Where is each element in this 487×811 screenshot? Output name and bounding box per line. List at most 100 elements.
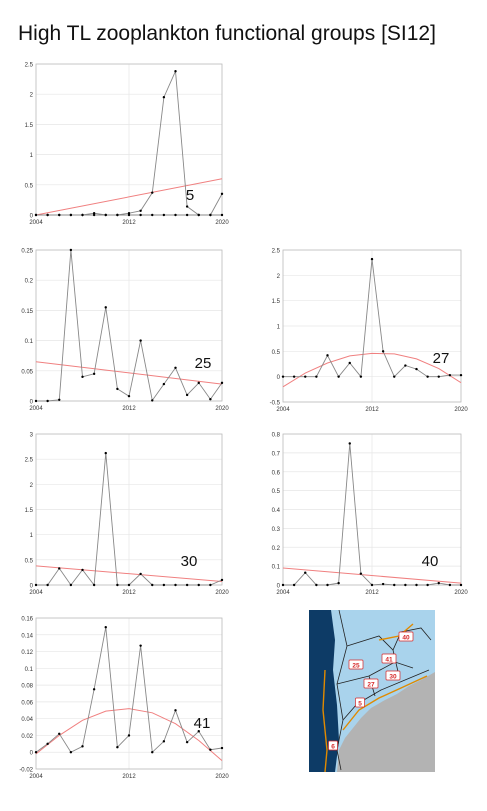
data-point	[34, 399, 38, 403]
map-region-label: 6	[331, 744, 335, 751]
y-tick-label: 0.5	[272, 350, 281, 356]
data-point	[34, 213, 38, 217]
trend-line	[35, 565, 223, 582]
x-tick-label: 2020	[215, 220, 229, 226]
y-tick-label: 0.14	[21, 633, 33, 639]
data-point	[220, 213, 224, 217]
chart-40: 0 0.1 0.2 0.3 0.4 0.5 0.6 0.7 0.8 2004 2012 2020 40	[272, 433, 469, 597]
panel-label: 25	[195, 355, 212, 372]
data-point	[34, 583, 38, 587]
y-tick-label: 0.3	[272, 527, 281, 533]
data-point	[220, 746, 224, 750]
panel-label: 40	[422, 553, 439, 570]
data-point	[337, 581, 340, 585]
data-point	[359, 375, 363, 378]
map-region-label: 27	[367, 682, 375, 689]
y-tick-label: 0.04	[21, 717, 33, 723]
data-point	[292, 375, 296, 378]
data-point	[104, 451, 107, 455]
data-point	[139, 572, 142, 576]
data-point	[174, 366, 177, 369]
y-tick-label: 1	[30, 153, 34, 159]
data-point	[58, 213, 61, 217]
data-point	[151, 751, 154, 754]
data-point	[162, 583, 166, 587]
data-point	[281, 375, 285, 378]
x-tick-label: 2004	[29, 590, 43, 596]
x-tick-label: 2012	[365, 590, 379, 596]
data-point	[220, 381, 224, 385]
data-point	[34, 751, 38, 754]
x-tick-label: 2020	[454, 590, 468, 596]
data-point	[174, 70, 177, 73]
data-point	[174, 213, 177, 217]
y-tick-label: 0	[277, 584, 281, 590]
page-title: High TL zooplankton functional groups [S…	[18, 22, 436, 45]
data-point	[46, 742, 49, 746]
data-point	[448, 583, 452, 587]
y-tick-label: 1	[30, 533, 34, 539]
trend-line	[35, 361, 223, 385]
data-point	[348, 442, 351, 445]
panel-label: 5	[186, 187, 194, 204]
y-tick-label: 3	[30, 433, 34, 439]
x-tick-label: 2012	[122, 220, 136, 226]
data-point	[139, 644, 142, 647]
trend-line	[35, 178, 223, 216]
y-tick-label: 0.16	[21, 617, 33, 623]
data-point	[459, 373, 463, 377]
data-point	[81, 745, 84, 748]
data-point	[127, 211, 131, 215]
data-point	[127, 583, 131, 587]
data-point	[127, 394, 131, 398]
y-tick-label: 2	[30, 93, 34, 99]
map-label-box	[381, 653, 397, 664]
y-tick-label: 2.5	[25, 458, 34, 464]
map-boundary-line	[346, 627, 432, 651]
data-point	[151, 213, 154, 217]
data-point	[426, 375, 429, 378]
data-point	[197, 213, 200, 217]
x-tick-label: 2012	[122, 590, 136, 596]
y-tick-label: 0.15	[21, 309, 33, 315]
data-point	[359, 572, 363, 575]
data-point	[69, 583, 73, 587]
data-point	[304, 571, 307, 574]
panel-label: 30	[181, 553, 198, 570]
data-point	[116, 213, 119, 217]
data-point	[185, 205, 189, 208]
data-point	[448, 373, 452, 377]
y-tick-label: 0	[277, 375, 281, 381]
data-point	[185, 213, 189, 217]
data-point	[197, 583, 200, 587]
y-tick-label: 0.25	[21, 249, 33, 255]
map-boundary-line	[342, 669, 430, 721]
data-point	[139, 213, 142, 217]
data-point	[220, 578, 224, 582]
data-point	[292, 583, 296, 587]
data-point	[116, 387, 119, 391]
map-label-box	[398, 631, 414, 642]
trend-line	[282, 352, 462, 388]
region-map-svg: 40 41 25 30 27 5 6	[309, 610, 435, 772]
x-tick-label: 2004	[29, 774, 43, 780]
x-tick-label: 2012	[122, 406, 136, 412]
data-point	[127, 734, 131, 737]
data-point	[92, 688, 96, 691]
data-point	[315, 375, 318, 378]
map-label-box	[328, 740, 338, 751]
x-tick-label: 2020	[215, 590, 229, 596]
y-tick-label: 1.5	[272, 299, 281, 305]
region-map: 40 41 25 30 27 5 6	[309, 610, 435, 772]
y-tick-label: 0.5	[25, 183, 34, 189]
chart-27: -0.5 0 0.5 1 1.5 2 2.5 2004 2012 2020 27	[270, 249, 469, 414]
data-point	[139, 339, 142, 342]
data-point	[393, 583, 396, 587]
data-point	[139, 209, 142, 212]
data-point	[370, 583, 374, 587]
x-tick-label: 2004	[29, 220, 43, 226]
data-point	[415, 367, 418, 371]
data-point	[304, 375, 307, 378]
data-point	[92, 583, 96, 587]
